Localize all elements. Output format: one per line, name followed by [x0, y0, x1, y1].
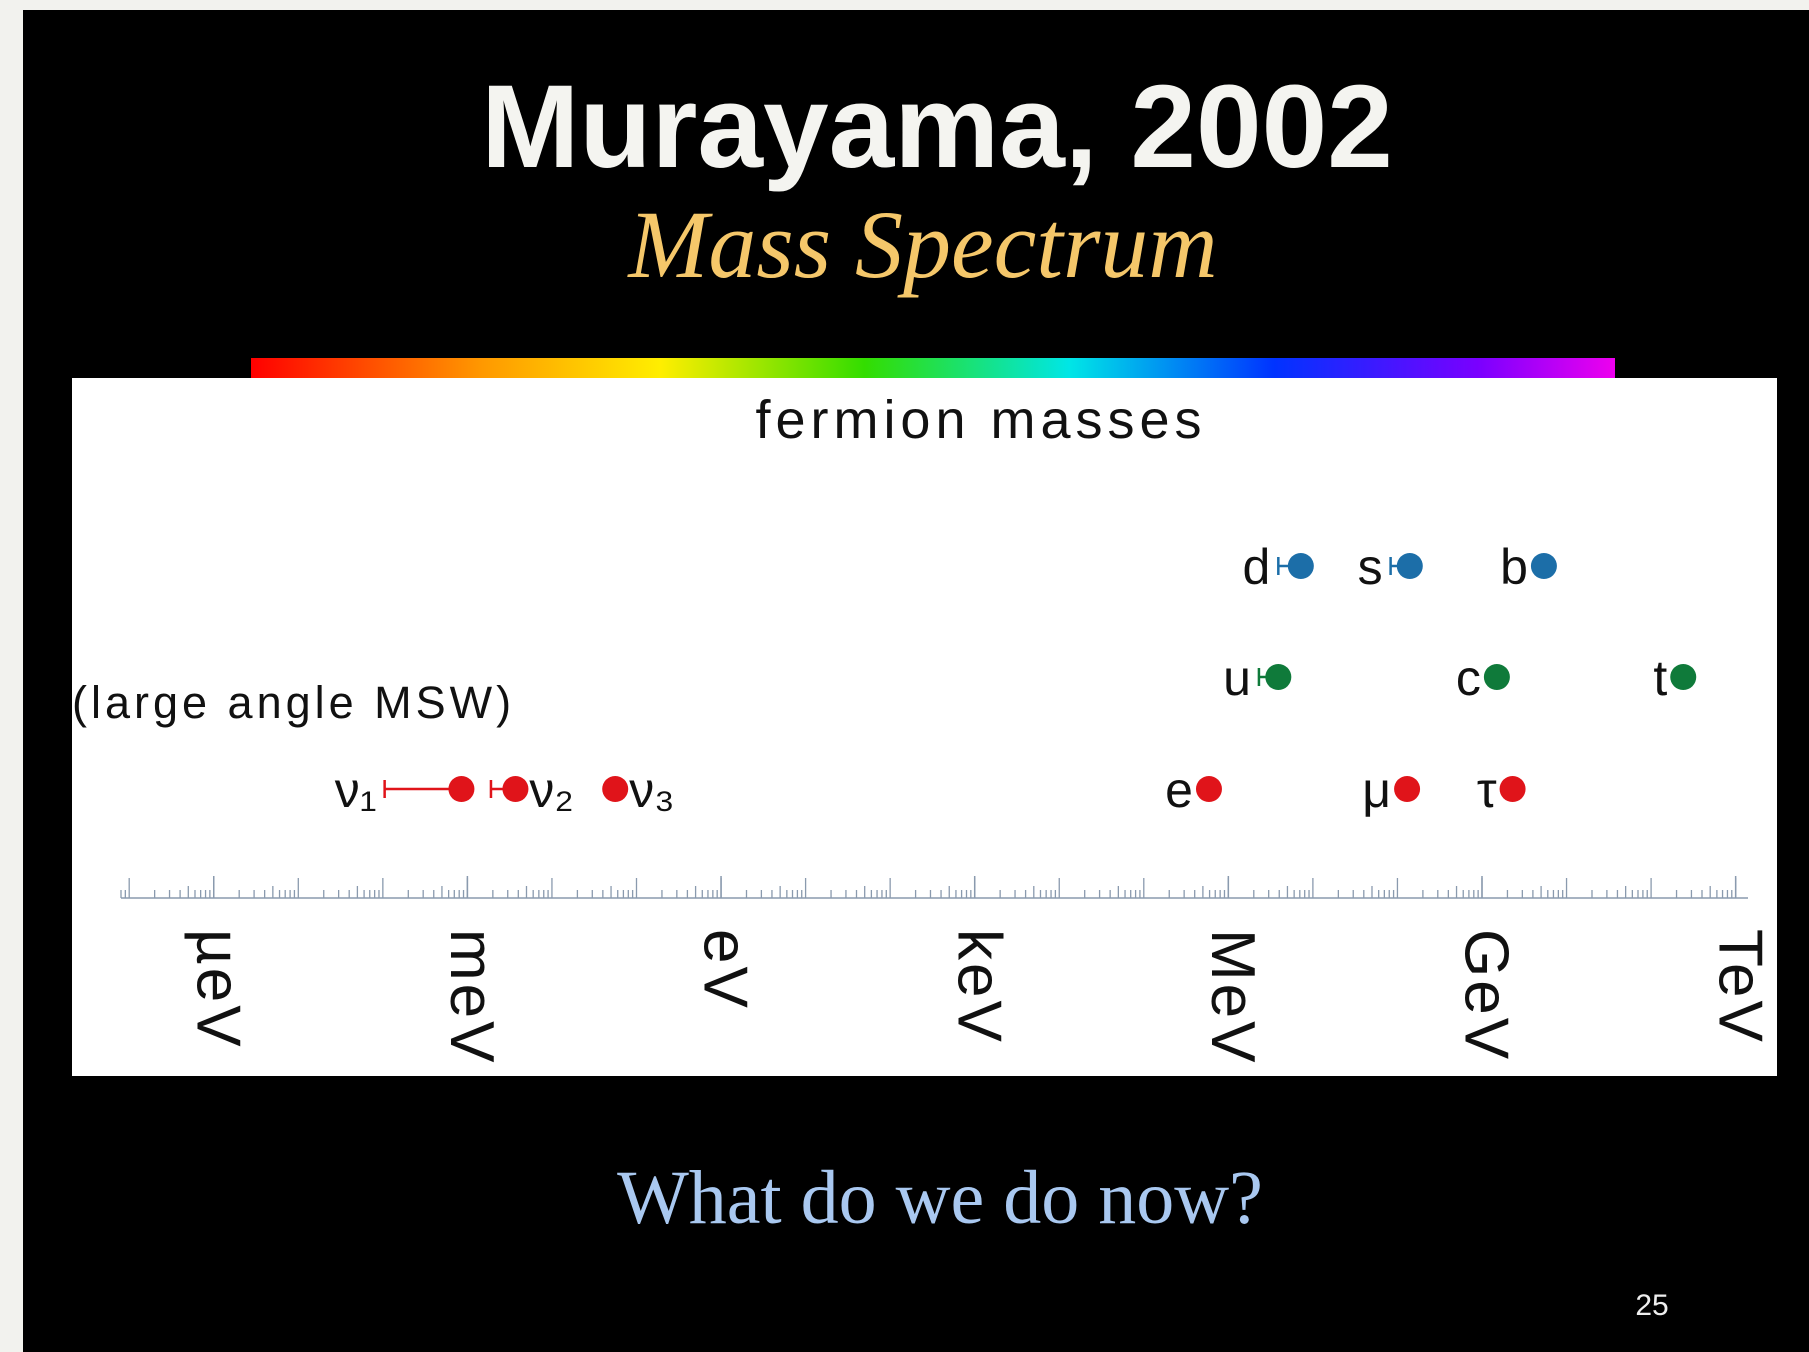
point-label: τ: [1477, 762, 1497, 818]
point-label: c: [1456, 650, 1481, 706]
point-label: t: [1653, 650, 1667, 706]
data-point: [1394, 776, 1421, 802]
point-label: ν₃: [629, 762, 674, 818]
point-label: s: [1358, 539, 1383, 595]
point-label: e: [1165, 762, 1193, 818]
x-tick-label: meV: [437, 929, 506, 1065]
point-label: μ: [1362, 762, 1391, 818]
data-point: [1530, 553, 1557, 579]
data-point: [1670, 664, 1697, 690]
slide-title: Murayama, 2002: [481, 61, 1393, 193]
point-label: u: [1223, 650, 1251, 706]
point-label: d: [1243, 539, 1271, 595]
data-point: [448, 776, 475, 802]
chart: fermion masses (large angle MSW) µeV meV e…: [72, 390, 1774, 1065]
data-point: [1396, 553, 1423, 579]
x-tick-label: GeV: [1452, 929, 1521, 1062]
data-point: [1483, 664, 1510, 690]
x-tick-label: MeV: [1198, 929, 1267, 1065]
x-tick-label: keV: [944, 929, 1013, 1045]
data-point: [1499, 776, 1526, 802]
data-point: [1195, 776, 1222, 802]
chart-title: fermion masses: [755, 390, 1206, 450]
caption: What do we do now?: [617, 1156, 1263, 1240]
data-point: [602, 776, 629, 802]
data-point: [1265, 664, 1292, 690]
annotation: (large angle MSW): [72, 677, 515, 728]
rainbow-bar: [251, 358, 1615, 378]
x-tick-label: eV: [691, 929, 760, 1011]
point-label: ν₂: [529, 762, 573, 818]
chart-panel: [72, 378, 1777, 1076]
point-label: b: [1500, 539, 1528, 595]
data-point: [1287, 553, 1314, 579]
data-point: [502, 776, 529, 802]
x-tick-label: TeV: [1705, 929, 1774, 1045]
slide-subtitle: Mass Spectrum: [626, 191, 1217, 298]
point-label: ν₁: [335, 762, 377, 818]
page-number: 25: [1635, 1289, 1668, 1322]
x-tick-label: µeV: [183, 929, 252, 1050]
